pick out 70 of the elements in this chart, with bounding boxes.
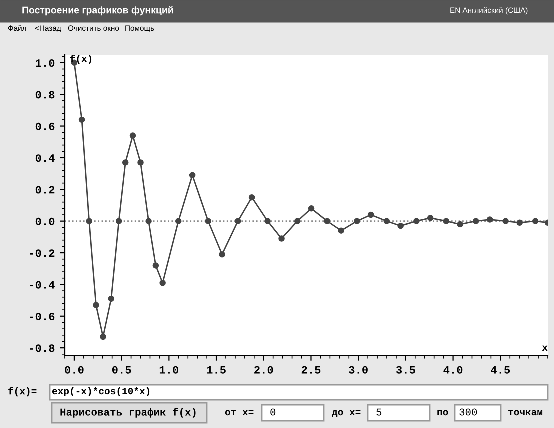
point — [152, 262, 160, 269]
point — [278, 236, 285, 242]
x-tick-label: 3.5 — [396, 366, 416, 374]
point — [338, 228, 344, 234]
point — [189, 172, 196, 179]
y-tick-label: 0.8 — [36, 91, 55, 99]
text: 300 — [460, 408, 478, 416]
point — [93, 302, 100, 308]
point — [427, 215, 434, 222]
point — [122, 160, 129, 166]
y-tick-label: 1.0 — [36, 60, 55, 68]
point — [502, 218, 509, 224]
point — [384, 218, 390, 224]
text: Нарисовать график f(x) — [60, 408, 196, 418]
y-tick-label: 0.6 — [36, 122, 55, 130]
x-tick-label: 2.0 — [254, 366, 274, 374]
point — [138, 160, 144, 166]
point — [234, 218, 242, 224]
point — [414, 218, 420, 224]
point — [264, 218, 271, 224]
point — [205, 218, 212, 224]
y-tick-label: 0.4 — [36, 154, 55, 162]
point — [78, 116, 86, 124]
point — [100, 334, 106, 340]
point — [160, 280, 166, 286]
x-tick-label: 2.5 — [302, 366, 321, 374]
text: 5 — [376, 408, 382, 416]
text: от x= — [225, 410, 254, 416]
x-tick-label: 1.5 — [207, 366, 226, 374]
x-axis-title: x — [542, 346, 548, 351]
point — [368, 212, 374, 218]
y-axis-title: f(x) — [70, 55, 92, 64]
point — [472, 218, 480, 224]
text: exp(-x)*cos(10*x) — [52, 387, 150, 397]
y-tick-label: -0.6 — [30, 312, 55, 321]
y-tick-label: 0.0 — [36, 218, 55, 226]
point — [294, 218, 301, 224]
point — [324, 218, 330, 224]
point — [146, 218, 152, 224]
point — [86, 218, 92, 224]
point — [108, 296, 115, 302]
x-tick-label: 4.5 — [491, 366, 510, 374]
point — [398, 222, 404, 230]
y-tick-label: -0.8 — [30, 344, 55, 352]
point — [516, 220, 523, 226]
x-tick-label: 3.0 — [349, 366, 368, 374]
text: точкам — [508, 410, 543, 416]
text: Построение графиков функций — [22, 6, 174, 16]
point — [130, 132, 136, 139]
y-tick-label: -0.2 — [30, 250, 55, 258]
x-tick-label: 0.0 — [65, 366, 84, 374]
point — [308, 206, 315, 212]
y-tick-label: 0.2 — [36, 186, 55, 194]
text: по — [438, 410, 448, 416]
text: f(x)= — [8, 387, 37, 397]
y-tick-label: -0.4 — [30, 281, 55, 289]
point — [532, 218, 539, 224]
x-tick-label: 1.0 — [160, 366, 179, 374]
point — [354, 218, 360, 224]
point — [116, 218, 122, 224]
text: 0 — [270, 408, 276, 416]
point — [443, 218, 450, 224]
point — [486, 216, 494, 223]
point — [248, 194, 256, 201]
point — [219, 251, 226, 258]
text: до x= — [332, 410, 361, 418]
point — [457, 221, 464, 228]
point — [176, 218, 182, 224]
x-tick-label: 0.5 — [112, 366, 132, 374]
x-tick-label: 4.0 — [444, 366, 463, 374]
